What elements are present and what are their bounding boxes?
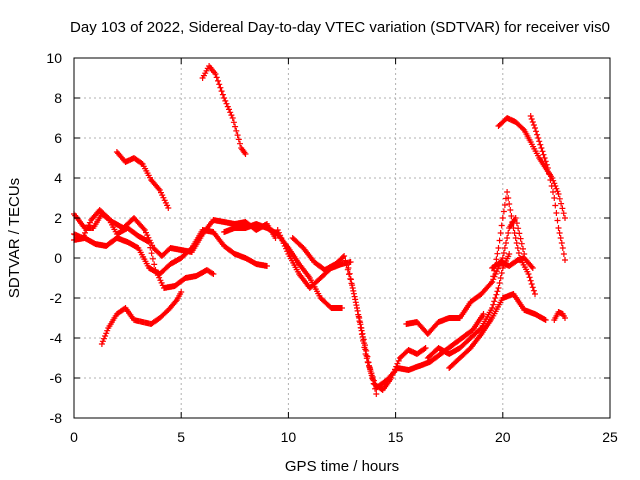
series-sat-b (113, 149, 172, 211)
x-tick-label: 20 (495, 429, 511, 445)
x-axis-title: GPS time / hours (285, 458, 399, 475)
y-tick-label: 2 (54, 210, 62, 226)
y-tick-label: -8 (50, 410, 63, 426)
series-sat-s (551, 309, 568, 323)
x-tick-label: 10 (281, 429, 297, 445)
series-sat-f (98, 289, 185, 347)
y-tick-label: 8 (54, 90, 62, 106)
data-markers-sat-l (403, 215, 528, 337)
series-sat-r (527, 113, 568, 263)
data-markers-sat-a (199, 63, 249, 157)
data-markers-sat-m (424, 251, 513, 361)
series-sat-m (424, 251, 513, 361)
axis-ticks: 0 5 10 15 20 25 -8 -6 -4 -2 0 2 4 6 8 10 (46, 50, 618, 445)
x-tick-label: 5 (177, 429, 185, 445)
data-markers-sat-n (446, 291, 549, 371)
y-axis-title: SDTVAR / TECUs (6, 178, 23, 298)
data-markers-sat-p (489, 255, 536, 271)
data-markers-sat-r (527, 113, 568, 263)
chart-title: Day 103 of 2022, Sidereal Day-to-day VTE… (70, 19, 610, 36)
data-series (71, 63, 568, 397)
y-tick-label: 0 (54, 250, 62, 266)
series-sat-p (489, 255, 536, 271)
y-tick-label: 4 (54, 170, 62, 186)
plot-frame (73, 57, 611, 419)
x-tick-label: 15 (388, 429, 404, 445)
y-tick-label: 10 (46, 50, 62, 66)
series-sat-a (199, 63, 249, 157)
series-sat-l (403, 215, 528, 337)
data-markers-sat-q (495, 115, 568, 221)
y-tick-label: -2 (50, 290, 63, 306)
y-tick-label: 6 (54, 130, 62, 146)
data-markers-sat-b (113, 149, 172, 211)
data-markers-sat-f (98, 289, 185, 347)
y-tick-label: -4 (50, 330, 63, 346)
series-sat-n (446, 291, 549, 371)
x-tick-label: 0 (70, 429, 78, 445)
series-sat-q (495, 115, 568, 221)
y-tick-label: -6 (50, 370, 63, 386)
data-markers-sat-s (551, 309, 568, 323)
x-tick-label: 25 (602, 429, 618, 445)
